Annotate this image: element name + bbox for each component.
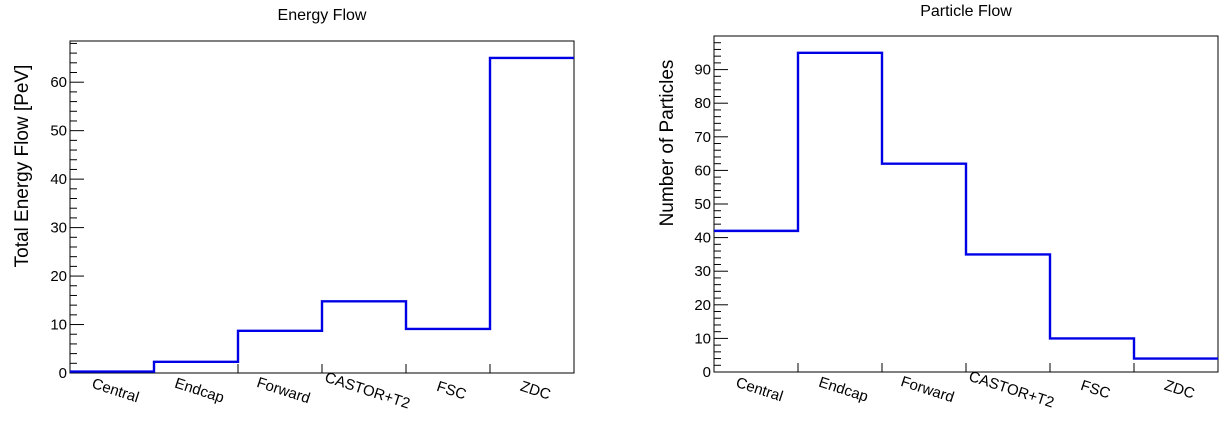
energy-flow-bin-2	[154, 362, 238, 373]
particle-flow-ytick-label: 0	[703, 364, 711, 381]
particle-flow-ytick-label: 10	[694, 330, 711, 347]
energy-flow-bin-4	[322, 301, 406, 373]
particle-flow-bin-1	[714, 231, 798, 372]
particle-flow-title: Particle Flow	[920, 3, 1012, 20]
energy-flow-ytick-label: 20	[50, 268, 67, 285]
energy-flow-category-label: ZDC	[518, 378, 553, 404]
particle-flow-ytick-label: 90	[694, 62, 711, 79]
particle-flow-category-label: Central	[734, 374, 785, 405]
particle-flow-ytick-label: 70	[694, 129, 711, 146]
particle-flow-ytick-label: 20	[694, 297, 711, 314]
particle-flow-ytick-label: 30	[694, 263, 711, 280]
particle-flow-chart: Particle Flow Number of Particles 0 10 20 3…	[657, 3, 1219, 412]
particle-flow-bin-5	[1050, 338, 1134, 372]
energy-flow-ytick-label: 50	[50, 123, 67, 140]
particle-flow-ytick-label: 60	[694, 162, 711, 179]
energy-flow-plot: 0 10 20 30 40 50 60 Central Endcap Forward CASTOR+…	[50, 40, 575, 413]
particle-flow-category-label: CASTOR+T2	[967, 368, 1056, 412]
energy-flow-title: Energy Flow	[278, 7, 367, 24]
energy-flow-bin-6	[490, 58, 574, 373]
particle-flow-bin-2	[798, 53, 882, 372]
particle-flow-category-label: Endcap	[817, 374, 871, 406]
energy-flow-ytick-label: 0	[59, 365, 67, 382]
energy-flow-category-label: FSC	[434, 378, 468, 403]
energy-flow-chart: Energy Flow Total Energy Flow [PeV] 0 10 2…	[12, 7, 575, 413]
particle-flow-ytick-label: 50	[694, 196, 711, 213]
energy-flow-category-label: CASTOR+T2	[323, 369, 412, 413]
particle-flow-ytick-label: 40	[694, 230, 711, 247]
energy-flow-category-label: Endcap	[173, 375, 227, 407]
energy-flow-ylabel: Total Energy Flow [PeV]	[12, 65, 33, 268]
particle-flow-bin-6	[1134, 359, 1218, 372]
energy-flow-bin-3	[238, 331, 322, 373]
energy-flow-ytick-label: 10	[50, 317, 67, 334]
particle-flow-ylabel: Number of Particles	[657, 60, 678, 227]
energy-flow-bin-1	[70, 372, 154, 373]
particle-flow-bin-4	[966, 254, 1050, 372]
energy-flow-series-line	[70, 56, 574, 373]
particle-flow-series-line	[714, 51, 1218, 360]
energy-flow-ytick-label: 60	[50, 74, 67, 91]
particle-flow-ytick-label: 80	[694, 95, 711, 112]
particle-flow-category-label: Forward	[899, 373, 957, 406]
particle-flow-category-label: FSC	[1078, 377, 1112, 402]
energy-flow-category-label: Forward	[255, 374, 313, 407]
energy-flow-ytick-label: 30	[50, 220, 67, 237]
energy-flow-category-label: Central	[90, 375, 141, 406]
energy-flow-bin-5	[406, 329, 490, 373]
particle-flow-bin-3	[882, 164, 966, 372]
energy-flow-ytick-label: 40	[50, 171, 67, 188]
particle-flow-plot: 0 10 20 30 40 50 60 70 80 90 Central Endcap Forward C…	[694, 35, 1219, 412]
particle-flow-category-label: ZDC	[1162, 377, 1197, 403]
